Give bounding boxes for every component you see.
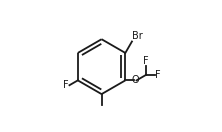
Text: Br: Br (133, 31, 143, 41)
Text: F: F (143, 56, 149, 66)
Text: O: O (131, 75, 139, 85)
Text: F: F (63, 80, 69, 90)
Text: F: F (155, 70, 161, 80)
